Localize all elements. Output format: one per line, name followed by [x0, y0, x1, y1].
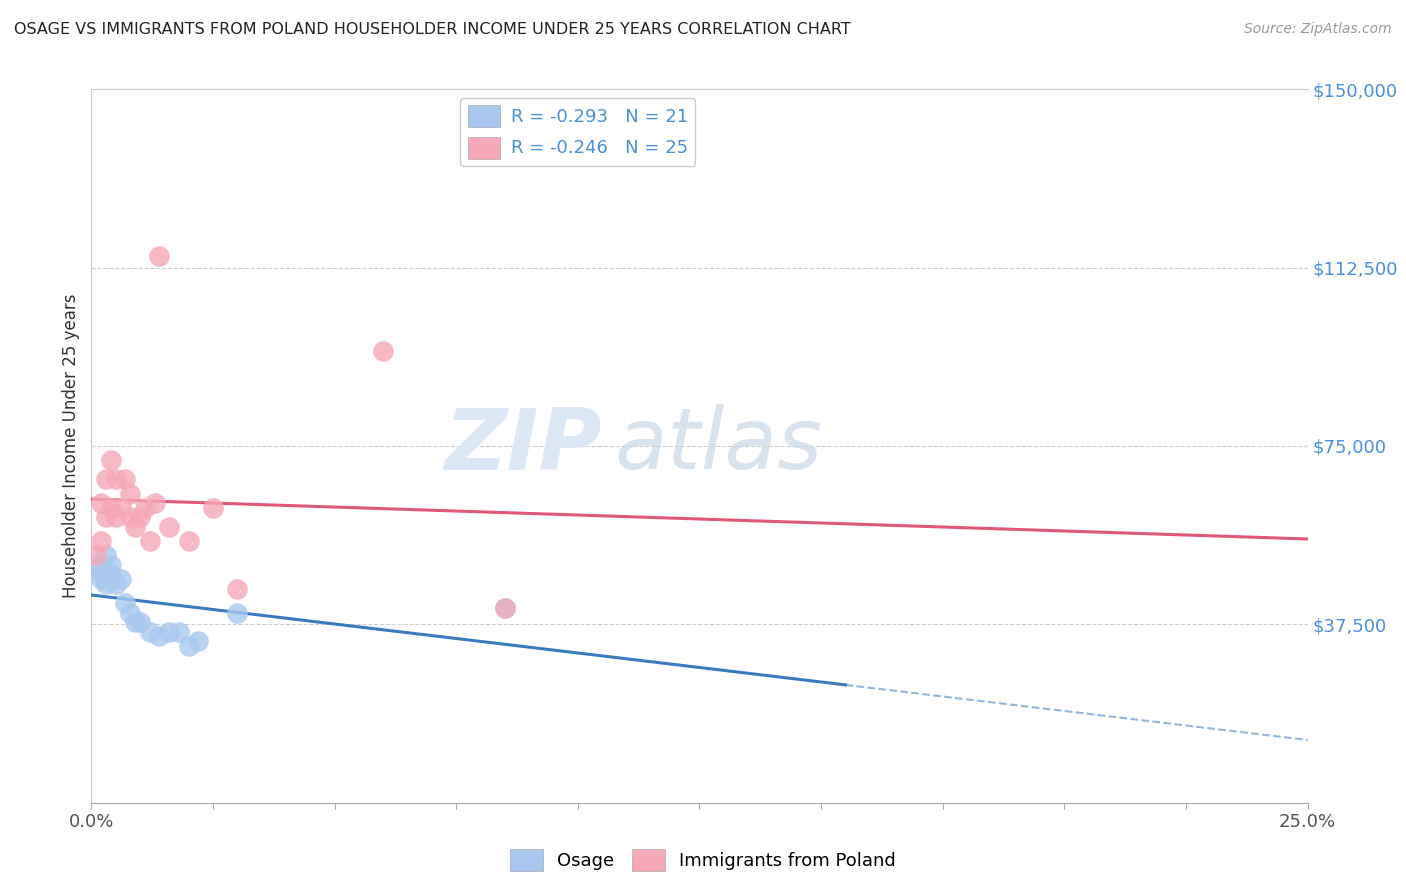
Point [120, 486, 142, 500]
Point [94, 472, 117, 486]
Point [143, 496, 166, 510]
Point [104, 510, 127, 524]
Point [177, 639, 200, 653]
Point [114, 472, 136, 486]
Point [104, 577, 127, 591]
Point [104, 472, 127, 486]
Text: OSAGE VS IMMIGRANTS FROM POLAND HOUSEHOLDER INCOME UNDER 25 YEARS CORRELATION CH: OSAGE VS IMMIGRANTS FROM POLAND HOUSEHOL… [14, 22, 851, 37]
Point [167, 624, 190, 639]
Point [124, 615, 146, 629]
Legend: R = -0.293   N = 21, R = -0.246   N = 25: R = -0.293 N = 21, R = -0.246 N = 25 [460, 98, 696, 166]
Point [202, 500, 225, 515]
Point [494, 600, 516, 615]
Point [94, 510, 117, 524]
Point [120, 510, 142, 524]
Point [100, 558, 122, 572]
Point [148, 629, 170, 643]
Point [134, 500, 156, 515]
Point [94, 549, 117, 563]
Point [177, 534, 200, 549]
Point [100, 567, 122, 582]
Point [90, 496, 112, 510]
Point [139, 624, 162, 639]
Point [110, 500, 132, 515]
Point [94, 577, 117, 591]
Point [120, 606, 142, 620]
Point [226, 606, 249, 620]
Text: atlas: atlas [614, 404, 823, 488]
Point [373, 343, 395, 358]
Point [139, 534, 162, 549]
Point [148, 249, 170, 263]
Legend: Osage, Immigrants from Poland: Osage, Immigrants from Poland [503, 842, 903, 879]
Point [110, 572, 132, 586]
Text: Source: ZipAtlas.com: Source: ZipAtlas.com [1244, 22, 1392, 37]
Point [90, 567, 112, 582]
Point [494, 600, 516, 615]
Point [84, 549, 107, 563]
Point [84, 558, 107, 572]
Point [129, 510, 152, 524]
Point [100, 453, 122, 467]
Point [226, 582, 249, 596]
Point [90, 534, 112, 549]
Text: ZIP: ZIP [444, 404, 602, 488]
Point [114, 596, 136, 610]
Point [157, 520, 180, 534]
Point [157, 624, 180, 639]
Point [100, 500, 122, 515]
Point [187, 634, 209, 648]
Point [129, 615, 152, 629]
Point [90, 572, 112, 586]
Y-axis label: Householder Income Under 25 years: Householder Income Under 25 years [62, 293, 80, 599]
Point [124, 520, 146, 534]
